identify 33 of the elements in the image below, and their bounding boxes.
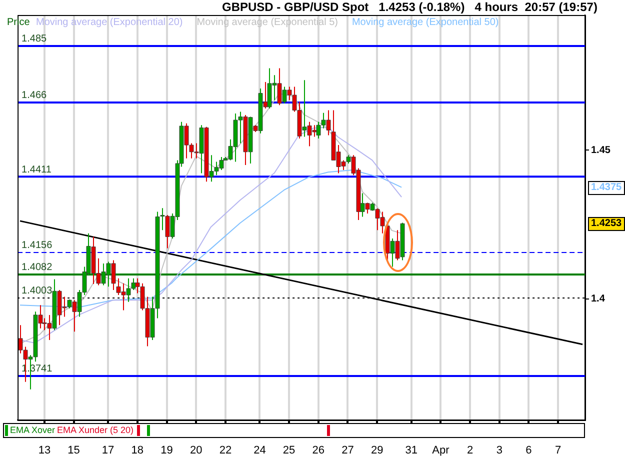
text: 1.4375 [588,181,625,195]
y-tick-label: 1.4 [591,294,606,305]
x-tick-label: 29 [370,444,384,457]
ref-line-label: 1.466 [22,90,48,102]
x-tick-label: 3 [496,444,502,457]
ref-line-label: 1.4003 [22,286,53,297]
x-tick-label: 31 [405,444,418,457]
x-tick-label: 2 [466,444,474,457]
x-tick-label: 6 [526,444,532,457]
x-tick-label: 20 [190,444,202,457]
text: EMA Xunder (5 20) [57,424,134,437]
ref-line-label: 1.4156 [22,240,53,252]
text: Moving average (Exponential 20) [36,17,183,28]
x-tick-label: 22 [219,444,232,457]
ref-line-label: 1.485 [22,34,48,45]
text: EMA Xover [10,424,56,437]
x-tick-label: 17 [102,444,114,457]
x-tick-label: 26 [312,444,325,457]
ref-line-label: 1.4082 [22,262,53,274]
text: Moving average (Exponential 50) [352,17,499,28]
x-tick-label: Apr [432,444,450,457]
x-tick-label: 25 [282,444,296,457]
chart-title: GBPUSD - GBP/USD Spot 1.4253 (-0.18%) 4 hours 20:57 (19:57) [222,0,598,14]
y-tick-label: 1.45 [591,144,611,156]
x-tick-label: 24 [254,444,266,457]
x-tick-label: 15 [68,444,80,457]
ref-line-label: 1.4411 [22,164,52,176]
x-tick-label: 19 [160,444,173,457]
x-tick-label: 7 [555,444,562,457]
x-tick-label: 18 [131,444,144,457]
x-tick-label: 27 [342,444,354,457]
text: 1.4253 [588,217,625,231]
x-tick-label: 13 [38,444,51,457]
